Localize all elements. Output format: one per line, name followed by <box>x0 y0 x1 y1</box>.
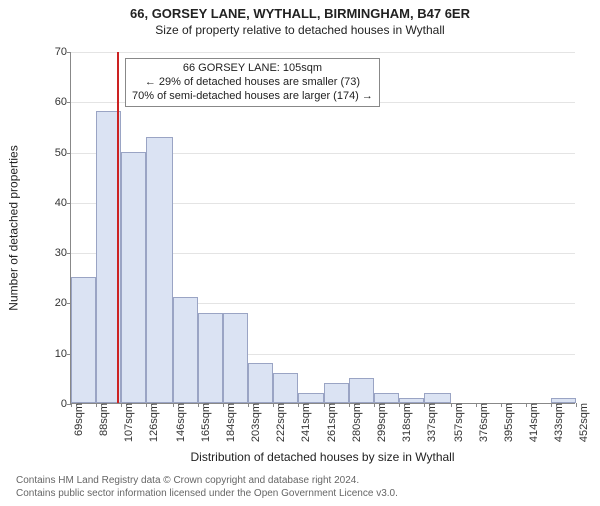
histogram-bar <box>374 393 399 403</box>
annotation-box: 66 GORSEY LANE: 105sqm ← 29% of detached… <box>125 58 380 107</box>
marker-line <box>117 52 119 403</box>
x-tick-label: 184sqm <box>219 403 237 442</box>
histogram-bar <box>298 393 324 403</box>
x-tick-label: 395sqm <box>497 403 515 442</box>
histogram-bar <box>349 378 374 403</box>
plot-area: 01020304050607069sqm88sqm107sqm126sqm146… <box>70 52 575 404</box>
histogram-bar <box>424 393 450 403</box>
chart-container: 01020304050607069sqm88sqm107sqm126sqm146… <box>28 52 583 448</box>
histogram-bar <box>223 313 248 404</box>
y-tick-mark <box>67 253 71 254</box>
x-tick-label: 376sqm <box>472 403 490 442</box>
x-tick-label: 165sqm <box>194 403 212 442</box>
y-tick-mark <box>67 153 71 154</box>
y-tick-mark <box>67 52 71 53</box>
x-tick-label: 203sqm <box>244 403 262 442</box>
gridline <box>71 52 575 53</box>
x-tick-label: 318sqm <box>395 403 413 442</box>
histogram-bar <box>121 152 146 403</box>
x-tick-label: 337sqm <box>420 403 438 442</box>
x-tick-label: 69sqm <box>67 403 85 436</box>
x-tick-label: 261sqm <box>320 403 338 442</box>
x-tick-label: 88sqm <box>92 403 110 436</box>
y-tick-mark <box>67 102 71 103</box>
annotation-line3: 70% of semi-detached houses are larger (… <box>132 90 373 104</box>
x-tick-label: 414sqm <box>522 403 540 442</box>
y-axis-label-wrap: Number of detached properties <box>6 52 22 404</box>
x-tick-label: 107sqm <box>117 403 135 442</box>
histogram-bar <box>198 313 223 404</box>
footer-line2: Contains public sector information licen… <box>16 488 590 501</box>
annotation-line1: 66 GORSEY LANE: 105sqm <box>132 62 373 76</box>
histogram-bar <box>248 363 273 403</box>
x-tick-label: 357sqm <box>447 403 465 442</box>
x-tick-label: 452sqm <box>572 403 590 442</box>
x-tick-label: 222sqm <box>269 403 287 442</box>
x-axis-label: Distribution of detached houses by size … <box>70 450 575 464</box>
histogram-bar <box>324 383 349 403</box>
x-tick-label: 433sqm <box>547 403 565 442</box>
page-title-line2: Size of property relative to detached ho… <box>0 23 600 37</box>
annotation-line2: ← 29% of detached houses are smaller (73… <box>132 76 373 90</box>
histogram-bar <box>173 297 198 403</box>
x-tick-label: 299sqm <box>370 403 388 442</box>
x-tick-label: 146sqm <box>169 403 187 442</box>
histogram-bar <box>71 277 96 403</box>
footer: Contains HM Land Registry data © Crown c… <box>16 475 590 500</box>
footer-line1: Contains HM Land Registry data © Crown c… <box>16 475 590 488</box>
y-axis-label: Number of detached properties <box>7 145 21 310</box>
x-tick-label: 280sqm <box>345 403 363 442</box>
histogram-bar <box>273 373 298 403</box>
y-tick-mark <box>67 203 71 204</box>
x-tick-label: 241sqm <box>294 403 312 442</box>
page-title-line1: 66, GORSEY LANE, WYTHALL, BIRMINGHAM, B4… <box>0 6 600 21</box>
x-tick-label: 126sqm <box>142 403 160 442</box>
histogram-bar <box>146 137 172 404</box>
